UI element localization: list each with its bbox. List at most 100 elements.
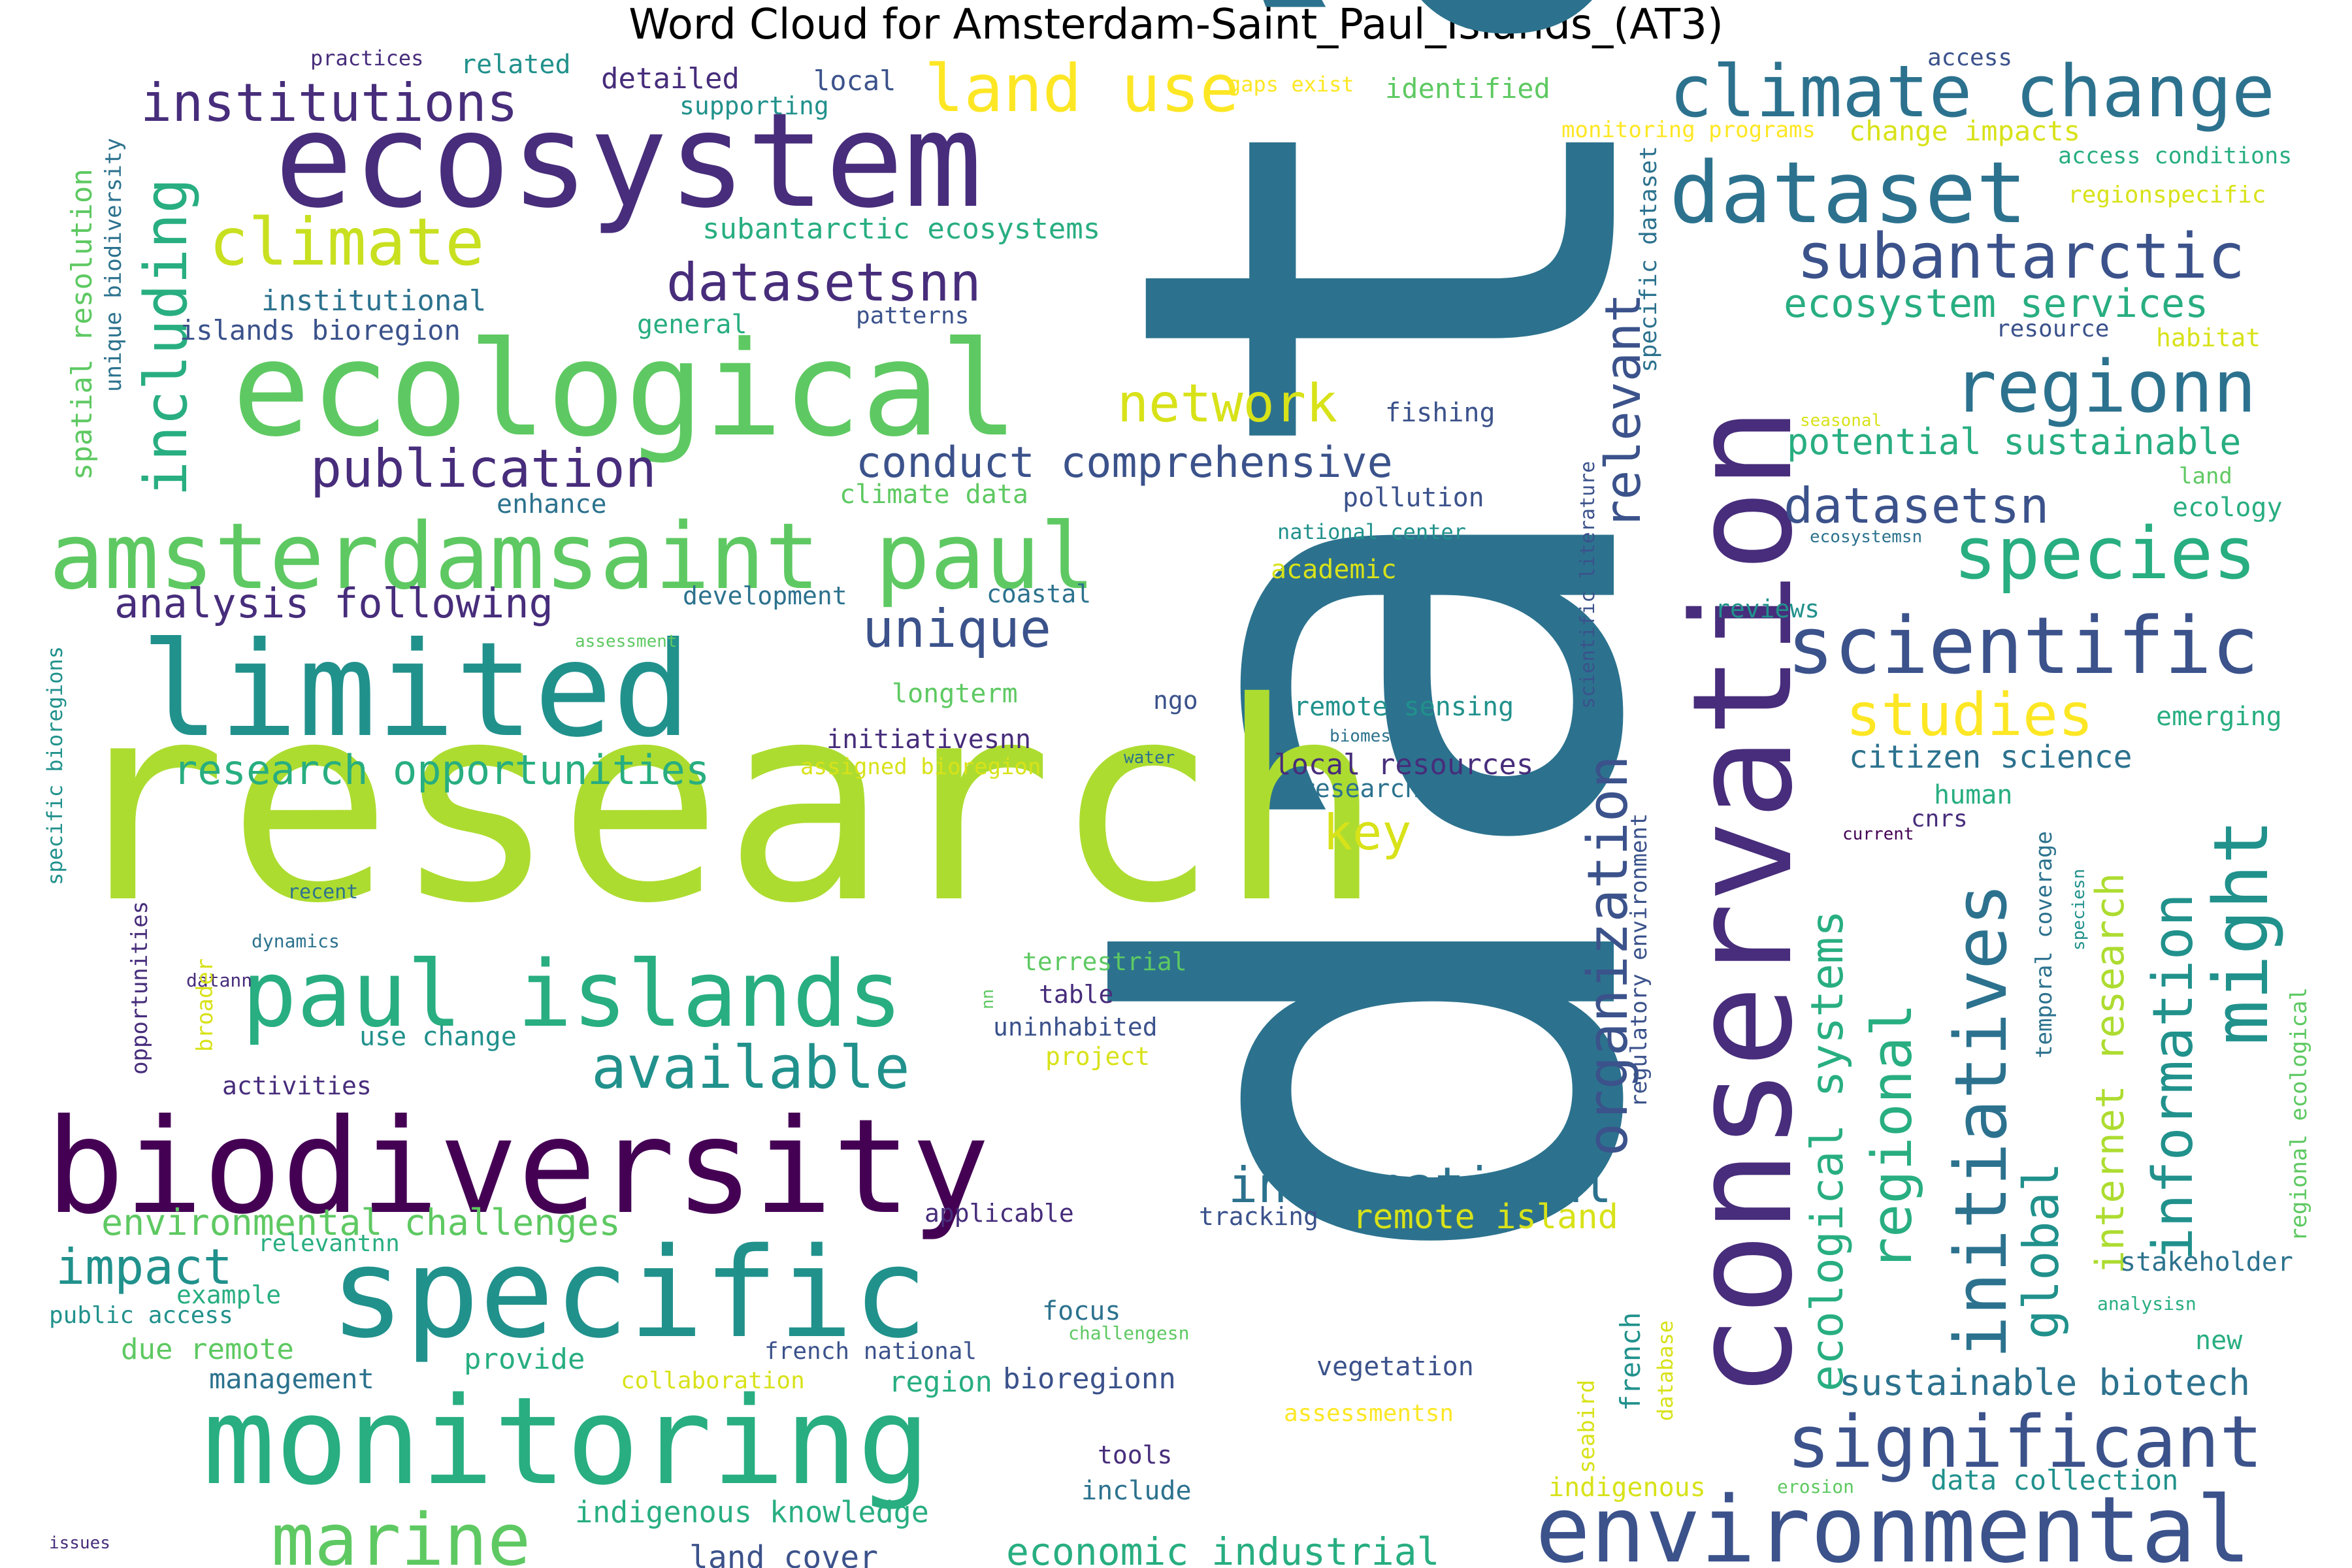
- word-regional-ecological: regional ecological: [2286, 987, 2312, 1241]
- word-longterm: longterm: [892, 679, 1018, 709]
- word-remote-island: remote island: [1352, 1198, 1618, 1237]
- word-table: table: [1039, 980, 1113, 1009]
- word-spatial-resolution: spatial resolution: [65, 169, 99, 480]
- word-initiatives: initiatives: [1939, 883, 2023, 1359]
- word-uninhabited: uninhabited: [993, 1013, 1158, 1041]
- word-monitoring: monitoring: [203, 1371, 930, 1512]
- word-enhance: enhance: [497, 489, 607, 519]
- word-collaboration: collaboration: [621, 1367, 805, 1394]
- word-challengesn: challengesn: [1068, 1322, 1189, 1344]
- word-information: information: [2141, 893, 2206, 1261]
- word-water: water: [1124, 748, 1175, 768]
- word-applicable: applicable: [924, 1199, 1074, 1228]
- word-land: land: [2179, 463, 2232, 489]
- word-data-collection: data collection: [1931, 1464, 2178, 1496]
- word-terrestrial: terrestrial: [1022, 947, 1187, 976]
- word-amsterdamsaint-paul: amsterdamsaint paul: [49, 504, 1095, 610]
- word-species: species: [1953, 512, 2257, 595]
- word-climate: climate: [209, 204, 484, 280]
- word-current: current: [1842, 825, 1914, 844]
- word-land-cover: land cover: [689, 1539, 878, 1568]
- word-patterns: patterns: [856, 302, 969, 329]
- word-french: french: [1614, 1312, 1646, 1411]
- word-climate-data: climate data: [840, 480, 1028, 510]
- word-relevantnn: relevantnn: [258, 1230, 400, 1257]
- word-marine: marine: [271, 1498, 531, 1568]
- word-access: access: [1927, 44, 2012, 71]
- word-use-change: use change: [359, 1022, 517, 1052]
- word-international: international: [1228, 1156, 1612, 1214]
- word-regionn: regionn: [1953, 345, 2257, 429]
- word-biomes: biomes: [1330, 727, 1391, 746]
- word-practices: practices: [310, 46, 423, 71]
- word-paul-islands: paul islands: [242, 941, 902, 1048]
- word-researcher: researcher: [1300, 774, 1450, 803]
- word-key: key: [1323, 804, 1411, 861]
- word-specific-dataset: specific dataset: [1635, 146, 1662, 372]
- word-environmental: environmental: [1535, 1477, 2251, 1568]
- word-reviews: reviews: [1715, 595, 1820, 623]
- word-environmental-challenges: environmental challenges: [101, 1201, 621, 1243]
- word-stakeholder: stakeholder: [2120, 1247, 2293, 1277]
- word-impact: impact: [56, 1238, 233, 1296]
- word-subantarctic-ecosystems: subantarctic ecosystems: [702, 212, 1100, 246]
- word-cnrs: cnrs: [1911, 806, 1968, 832]
- word-bioregionn: bioregionn: [1003, 1362, 1176, 1396]
- word-analysis-following: analysis following: [114, 580, 553, 627]
- word-economic-industrial: economic industrial: [1006, 1529, 1439, 1568]
- word-assigned-bioregion: assigned bioregion: [800, 754, 1041, 780]
- word-due-remote: due remote: [121, 1333, 294, 1366]
- word-ecosystem-services: ecosystem services: [1784, 281, 2208, 327]
- word-related: related: [461, 50, 571, 80]
- word-assessment: assessment: [575, 632, 678, 651]
- word-citizen-science: citizen science: [1849, 739, 2132, 776]
- word-local: local: [813, 65, 896, 97]
- word-coastal: coastal: [987, 580, 1091, 608]
- word-might: might: [2198, 819, 2285, 1045]
- word-institutional: institutional: [261, 284, 486, 318]
- word-recent: recent: [287, 881, 358, 904]
- word-indigenous-knowledge: indigenous knowledge: [575, 1495, 929, 1529]
- word-general: general: [637, 310, 747, 340]
- word-dynamics: dynamics: [252, 930, 340, 952]
- word-conservation: conservation: [1663, 407, 1823, 1398]
- word-ecology: ecology: [2172, 493, 2283, 523]
- word-research: research: [62, 644, 1384, 964]
- word-sustainable-biotech: sustainable biotech: [1839, 1362, 2250, 1403]
- word-organization: organization: [1576, 755, 1641, 1156]
- word-detailed: detailed: [601, 62, 740, 95]
- word-monitoring-programs: monitoring programs: [1561, 117, 1816, 143]
- word-tools: tools: [1098, 1441, 1172, 1469]
- word-data: data: [995, 0, 1771, 1281]
- word-broader: broader: [192, 958, 218, 1052]
- word-erosion: erosion: [1777, 1476, 1854, 1497]
- word-french-national: french national: [764, 1338, 977, 1365]
- word-specific: specific: [330, 1221, 928, 1365]
- word-potential-sustainable: potential sustainable: [1787, 421, 2241, 463]
- word-provide: provide: [464, 1343, 585, 1376]
- word-unique-biodiversity: unique biodiversity: [101, 138, 127, 392]
- word-access-conditions: access conditions: [2058, 143, 2292, 169]
- word-gaps-exist: gaps exist: [1228, 72, 1354, 97]
- word-management: management: [209, 1363, 374, 1395]
- word-example: example: [176, 1281, 281, 1309]
- word-regional: regional: [1860, 1004, 1925, 1271]
- word-vegetation: vegetation: [1316, 1352, 1474, 1382]
- word-nn: nn: [978, 989, 998, 1009]
- word-tracking: tracking: [1199, 1202, 1318, 1231]
- word-internet-research: internet research: [2087, 873, 2133, 1274]
- word-ngo: ngo: [1153, 686, 1198, 715]
- word-limited: limited: [140, 614, 691, 766]
- word-issues: issues: [49, 1533, 110, 1553]
- word-analysisn: analysisn: [2097, 1293, 2197, 1315]
- word-climate-change: climate change: [1669, 50, 2275, 133]
- word-ecosystem: ecosystem: [274, 85, 983, 237]
- word-global: global: [2012, 1162, 2070, 1339]
- word-specific-bioregions: specific bioregions: [42, 646, 67, 885]
- word-studies: studies: [1846, 681, 2093, 749]
- word-local-resources: local resources: [1274, 748, 1533, 781]
- word-available: available: [591, 1034, 910, 1102]
- word-ecological: ecological: [232, 314, 1019, 466]
- word-research-opportunities: research opportunities: [173, 746, 710, 794]
